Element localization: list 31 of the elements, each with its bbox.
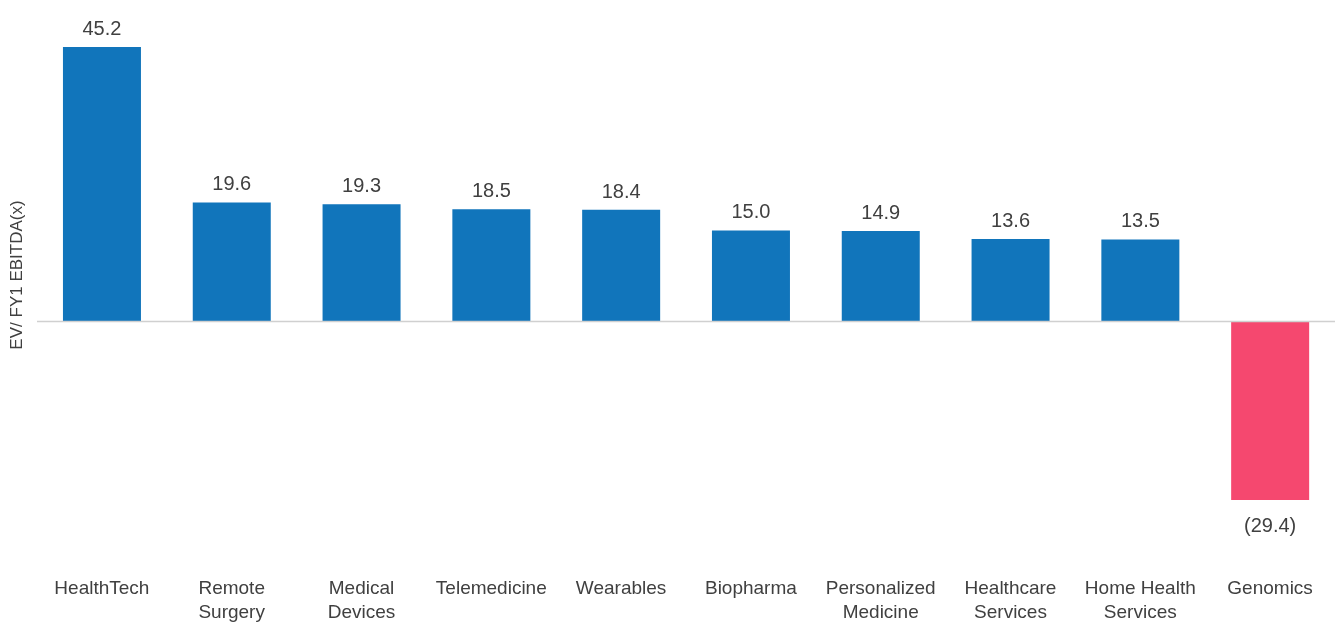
x-tick-label: Home Health Services bbox=[1084, 577, 1196, 622]
data-label: 15.0 bbox=[731, 200, 771, 223]
data-label: 18.5 bbox=[471, 179, 511, 202]
x-tick-label: Remote Surgery bbox=[198, 577, 266, 622]
data-label: 19.3 bbox=[342, 174, 382, 197]
bar bbox=[841, 230, 920, 322]
data-label: 13.6 bbox=[991, 208, 1031, 231]
x-tick-label: Personalized Medicine bbox=[825, 577, 936, 622]
bar bbox=[322, 204, 401, 322]
data-label: 14.9 bbox=[861, 200, 901, 223]
bar bbox=[452, 209, 531, 322]
x-tick-label: Telemedicine bbox=[435, 577, 547, 598]
bar bbox=[192, 202, 271, 322]
bar bbox=[1101, 239, 1180, 322]
data-label: 19.6 bbox=[212, 172, 252, 195]
x-tick-label: Wearables bbox=[575, 577, 667, 598]
data-label: (29.4) bbox=[1244, 514, 1297, 536]
x-tick-label: Biopharma bbox=[704, 577, 798, 598]
bar bbox=[971, 238, 1050, 322]
data-label: 13.5 bbox=[1120, 209, 1160, 232]
bar bbox=[62, 47, 141, 322]
x-tick-label: Healthcare Services bbox=[964, 577, 1057, 622]
x-tick-label: Medical Devices bbox=[327, 577, 396, 622]
data-label: 45.2 bbox=[82, 17, 122, 39]
bar bbox=[582, 209, 661, 322]
bar bbox=[1231, 321, 1310, 500]
y-axis-title: EV/ FY1 EBITDA(x) bbox=[7, 200, 27, 350]
x-tick-label: Genomics bbox=[1227, 577, 1313, 598]
x-tick-label: HealthTech bbox=[54, 577, 150, 598]
bar bbox=[711, 230, 790, 322]
data-label: 18.4 bbox=[601, 179, 641, 202]
